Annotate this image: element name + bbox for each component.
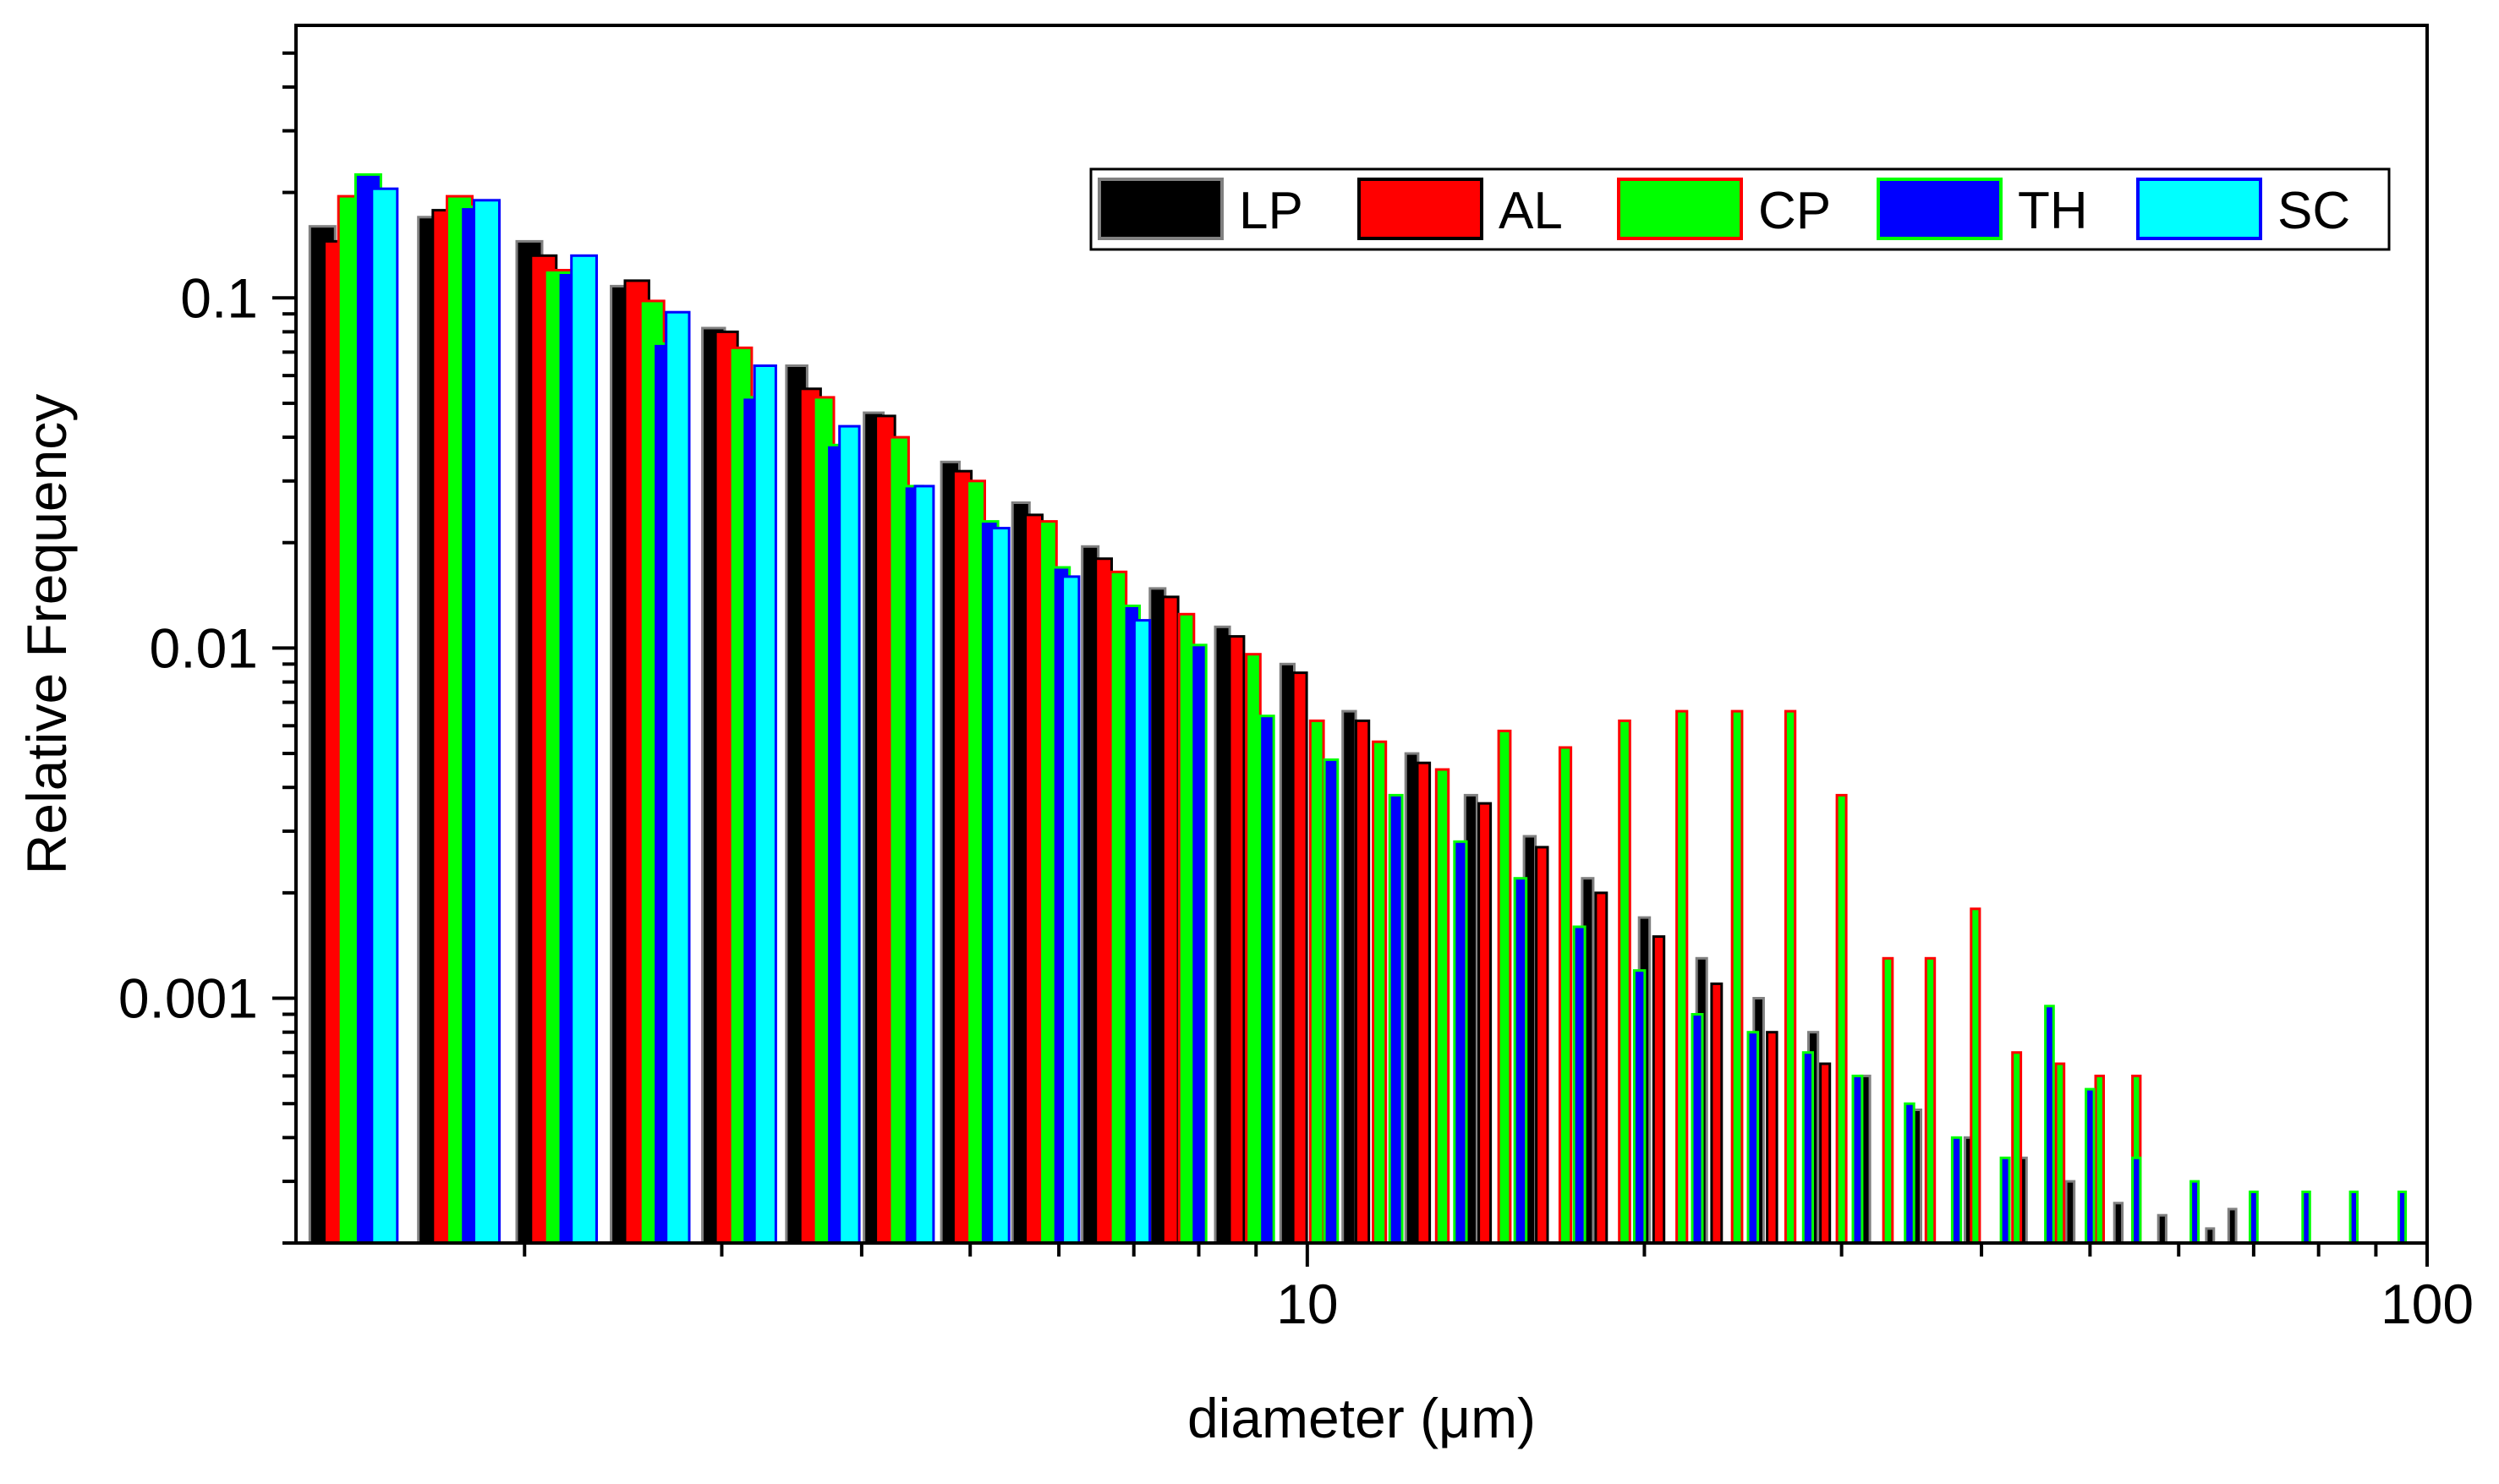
bar-th [1388, 793, 1404, 1245]
legend-label-lp: LP [1239, 182, 1303, 240]
ticks-layer: 10 100 0.1 0.01 0.001 [118, 51, 2474, 1335]
bar-cp [2054, 1062, 2066, 1245]
bar-sc [570, 254, 599, 1245]
bar-th [1904, 1102, 1915, 1245]
bar-cp [1882, 956, 1894, 1245]
bar-lp [2227, 1207, 2238, 1245]
bar-al [1477, 802, 1493, 1245]
bar-al [1228, 635, 1246, 1245]
bar-lp [1214, 625, 1231, 1245]
bar-sc [753, 364, 777, 1245]
bar-sc [665, 310, 691, 1245]
bar-sc [990, 527, 1011, 1245]
bar-sc [913, 485, 935, 1245]
y-tick-label: 0.01 [150, 616, 258, 679]
legend-label-al: AL [1499, 182, 1563, 240]
bar-th [1999, 1156, 2011, 1245]
bar-cp [1558, 746, 1573, 1245]
legend-swatch-sc [2136, 178, 2262, 240]
y-axis-title: Relative Frequency [15, 394, 78, 875]
bar-th [1691, 1013, 1704, 1245]
bar-al [1652, 935, 1666, 1245]
legend-label-cp: CP [1758, 182, 1831, 240]
bar-cp [1835, 793, 1848, 1245]
bar-cp [1372, 740, 1388, 1245]
bar-th [2397, 1191, 2408, 1245]
bar-cp [1730, 709, 1744, 1245]
bar-al [1535, 846, 1549, 1245]
legend: LP AL CP TH SC [1089, 167, 2391, 251]
bar-th [2189, 1180, 2200, 1245]
bar-th [2249, 1191, 2259, 1245]
bar-th [1572, 925, 1587, 1245]
bars-layer [308, 172, 2408, 1245]
bar-al [1594, 891, 1608, 1245]
bar-lp [2205, 1227, 2216, 1245]
legend-label-th: TH [2018, 182, 2088, 240]
plot-frame [294, 24, 2429, 1245]
bar-cp [1970, 907, 1981, 1245]
bar-al [1354, 719, 1371, 1245]
bar-cp [2011, 1051, 2023, 1245]
bar-sc [1061, 575, 1081, 1245]
bar-lp [2113, 1202, 2124, 1245]
bar-sc [838, 424, 861, 1245]
bar-th [1950, 1136, 1963, 1245]
bar-cp [2094, 1074, 2105, 1245]
legend-swatch-th [1877, 178, 2003, 240]
bar-th [1453, 840, 1468, 1245]
bar-th [1190, 643, 1208, 1245]
bar-al [1819, 1062, 1832, 1245]
bar-lp [2064, 1180, 2076, 1245]
bar-cp [1784, 709, 1797, 1245]
bar-th [1258, 715, 1275, 1245]
bar-al [1161, 595, 1180, 1245]
legend-swatch-al [1357, 178, 1483, 240]
bar-cp [1308, 719, 1325, 1245]
bar-al [1766, 1031, 1778, 1245]
y-tick-label: 0.001 [118, 967, 258, 1030]
bar-cp [1675, 709, 1689, 1245]
bar-th [2301, 1191, 2311, 1245]
bar-th [1632, 969, 1647, 1245]
bar-th [2131, 1156, 2142, 1245]
bar-cp [1618, 719, 1631, 1245]
bar-cp [1245, 653, 1262, 1245]
bar-th [1513, 877, 1528, 1245]
x-tick-label: 100 [2381, 1273, 2474, 1335]
bar-th [2085, 1087, 2096, 1245]
legend-swatch-lp [1098, 178, 1224, 240]
bar-cp [1924, 956, 1937, 1245]
legend-label-sc: SC [2277, 182, 2350, 240]
bar-th [1801, 1051, 1815, 1245]
bar-cp [1434, 768, 1450, 1245]
bar-th [2348, 1191, 2359, 1245]
bar-cp [1497, 729, 1512, 1245]
y-tick-label: 0.1 [180, 266, 258, 329]
bar-sc [370, 187, 399, 1245]
bar-th [1746, 1031, 1760, 1245]
bar-al [1291, 671, 1308, 1245]
bar-lp [2156, 1213, 2167, 1245]
bar-al [1710, 982, 1724, 1245]
legend-swatch-cp [1617, 178, 1743, 240]
x-tick-label: 10 [1276, 1273, 1338, 1335]
bar-th [2044, 1005, 2055, 1245]
bar-lp [1341, 709, 1357, 1245]
bar-sc [473, 199, 501, 1245]
bar-al [1416, 761, 1432, 1245]
bar-th [1323, 758, 1340, 1245]
bar-th [1851, 1074, 1864, 1245]
x-axis-title: diameter (μm) [1187, 1387, 1536, 1449]
bar-sc [1132, 619, 1152, 1245]
